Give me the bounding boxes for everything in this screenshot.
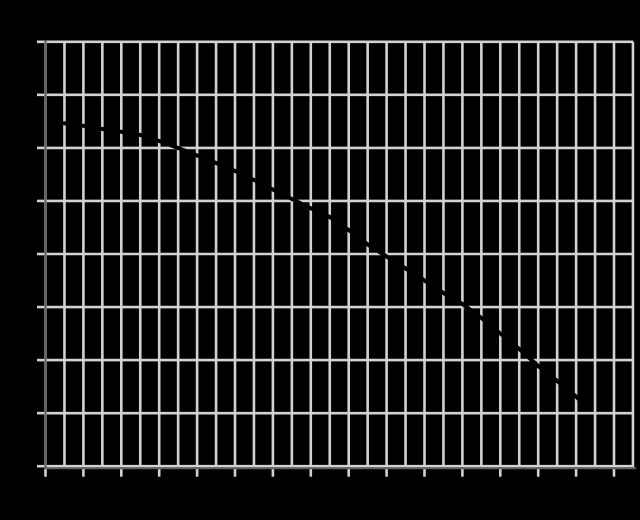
data-curve	[62, 121, 581, 401]
series-line	[62, 121, 581, 401]
axis-spines	[44, 40, 637, 470]
y-axis-ticks	[37, 40, 46, 468]
x-axis-ticks	[44, 468, 616, 477]
horizontal-gridlines	[45, 40, 634, 468]
